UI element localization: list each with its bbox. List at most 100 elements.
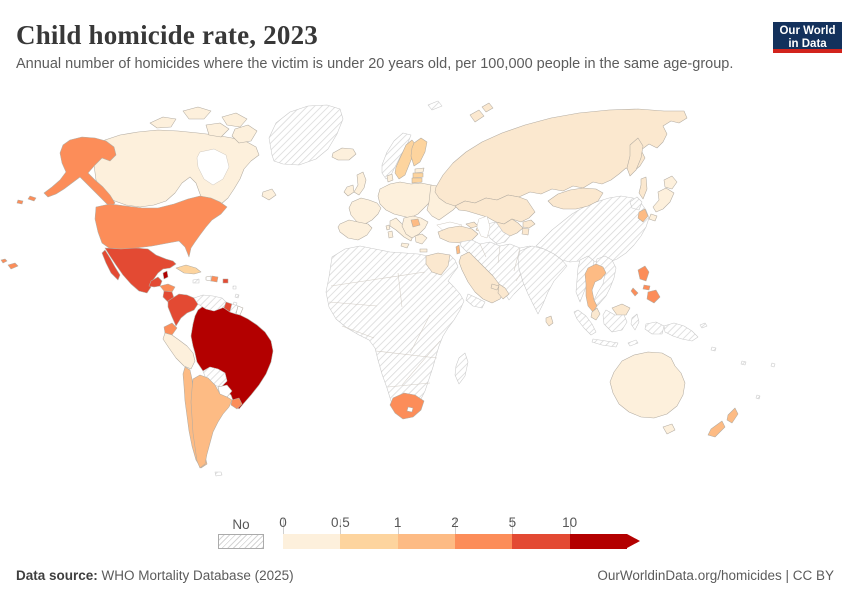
country-russia[interactable] <box>434 108 688 207</box>
novaya-zemlya[interactable] <box>481 102 494 113</box>
novaya-zemlya[interactable] <box>469 109 485 123</box>
country-kyrgyzstan[interactable] <box>522 219 536 229</box>
sulawesi[interactable] <box>630 313 640 331</box>
country-malaysia[interactable] <box>590 307 601 321</box>
country-kazakhstan[interactable] <box>454 194 536 225</box>
baja-california[interactable] <box>101 249 121 281</box>
country-ecuador[interactable] <box>163 322 178 336</box>
country-finland[interactable] <box>410 137 428 167</box>
country-india[interactable] <box>517 245 568 315</box>
country-turkey[interactable] <box>437 225 479 244</box>
french-guiana[interactable] <box>235 305 244 316</box>
country-italy[interactable] <box>389 217 414 242</box>
japan-kyushu[interactable] <box>648 213 658 222</box>
legend-bin[interactable] <box>340 534 398 549</box>
borneo[interactable] <box>602 309 628 333</box>
legend-bin[interactable] <box>569 534 627 549</box>
country-ireland[interactable] <box>343 184 355 197</box>
country-greenland[interactable] <box>268 104 344 166</box>
canada-arctic-island[interactable] <box>182 106 212 120</box>
country-china[interactable] <box>535 195 650 265</box>
japan-hokkaido[interactable] <box>663 175 678 190</box>
country-south-korea[interactable] <box>637 208 649 223</box>
country-north-korea[interactable] <box>629 196 643 211</box>
country-france[interactable] <box>348 197 382 225</box>
aleutian-islands[interactable] <box>27 195 37 202</box>
aleutian-islands[interactable] <box>16 199 24 205</box>
country-usa[interactable] <box>94 195 228 258</box>
nz-north-island[interactable] <box>726 407 739 424</box>
country-tajikistan[interactable] <box>521 227 530 236</box>
canada-arctic-island[interactable] <box>149 116 177 129</box>
canada-arctic-island[interactable] <box>205 122 230 138</box>
balkans[interactable] <box>401 215 429 239</box>
timor[interactable] <box>627 339 639 347</box>
falkland-islands[interactable] <box>214 471 223 477</box>
legend-colorbar[interactable] <box>283 534 627 549</box>
country-serbia[interactable] <box>410 218 421 228</box>
country-mongolia[interactable] <box>547 187 604 210</box>
japan-honshu[interactable] <box>652 187 675 213</box>
country-uruguay[interactable] <box>230 397 243 410</box>
philippines-mindanao[interactable] <box>646 289 661 304</box>
legend-bin[interactable] <box>283 534 341 549</box>
lesser-antilles[interactable] <box>234 293 240 299</box>
country-colombia[interactable] <box>167 293 199 327</box>
malaysia-borneo[interactable] <box>611 303 631 316</box>
kamchatka[interactable] <box>626 137 644 177</box>
country-denmark[interactable] <box>386 173 394 183</box>
country-latvia[interactable] <box>412 172 424 179</box>
nz-south-island[interactable] <box>707 420 726 438</box>
country-uk[interactable] <box>353 171 367 196</box>
country-australia[interactable] <box>609 351 686 419</box>
sakhalin[interactable] <box>638 176 648 200</box>
legend-bin[interactable] <box>512 534 570 549</box>
pacific-islands[interactable] <box>740 360 747 366</box>
country-israel[interactable] <box>455 244 461 255</box>
country-mexico[interactable] <box>104 247 177 294</box>
crete[interactable] <box>419 248 428 253</box>
country-madagascar[interactable] <box>454 352 469 385</box>
country-uae[interactable] <box>490 283 500 291</box>
sumatra[interactable] <box>573 309 597 336</box>
country-saudi-arabia[interactable] <box>458 251 505 304</box>
puerto-rico[interactable] <box>222 278 229 284</box>
papua-new-guinea[interactable] <box>663 322 699 342</box>
owid-logo[interactable]: Our World in Data <box>773 22 842 53</box>
hawaii[interactable] <box>7 262 19 270</box>
country-iceland[interactable] <box>331 147 357 161</box>
country-cuba[interactable] <box>175 264 202 275</box>
country-argentina[interactable] <box>190 374 233 469</box>
country-belize[interactable] <box>162 270 169 280</box>
country-peru[interactable] <box>162 332 196 370</box>
pacific-islands[interactable] <box>770 362 776 368</box>
pacific-islands[interactable] <box>710 346 717 352</box>
png-islands[interactable] <box>699 322 708 329</box>
pacific-islands[interactable] <box>755 394 761 400</box>
no-data-swatch[interactable] <box>218 534 264 549</box>
country-jamaica[interactable] <box>192 278 200 284</box>
central-europe[interactable] <box>377 181 438 219</box>
lesser-antilles[interactable] <box>232 285 237 290</box>
country-egypt[interactable] <box>425 252 451 276</box>
legend-bin[interactable] <box>454 534 513 549</box>
hawaii[interactable] <box>0 258 8 264</box>
country-yemen[interactable] <box>465 293 486 309</box>
world-map[interactable] <box>0 95 850 510</box>
country-canada[interactable] <box>93 129 260 212</box>
java[interactable] <box>591 338 619 348</box>
legend-bin[interactable] <box>397 534 455 549</box>
sardinia[interactable] <box>387 230 394 239</box>
country-south-africa[interactable] <box>389 392 425 420</box>
newfoundland[interactable] <box>261 188 277 201</box>
philippines-luzon[interactable] <box>637 265 650 282</box>
iberian-peninsula[interactable] <box>337 219 373 241</box>
country-haiti[interactable] <box>205 275 212 282</box>
country-venezuela[interactable] <box>193 294 228 312</box>
license-link[interactable]: OurWorldinData.org/homicides | CC BY <box>597 568 834 583</box>
philippines-visayas[interactable] <box>642 284 651 291</box>
philippines-palawan[interactable] <box>630 287 639 297</box>
west-papua[interactable] <box>644 321 665 335</box>
country-honduras[interactable] <box>159 283 176 293</box>
country-lesotho[interactable] <box>406 406 414 413</box>
